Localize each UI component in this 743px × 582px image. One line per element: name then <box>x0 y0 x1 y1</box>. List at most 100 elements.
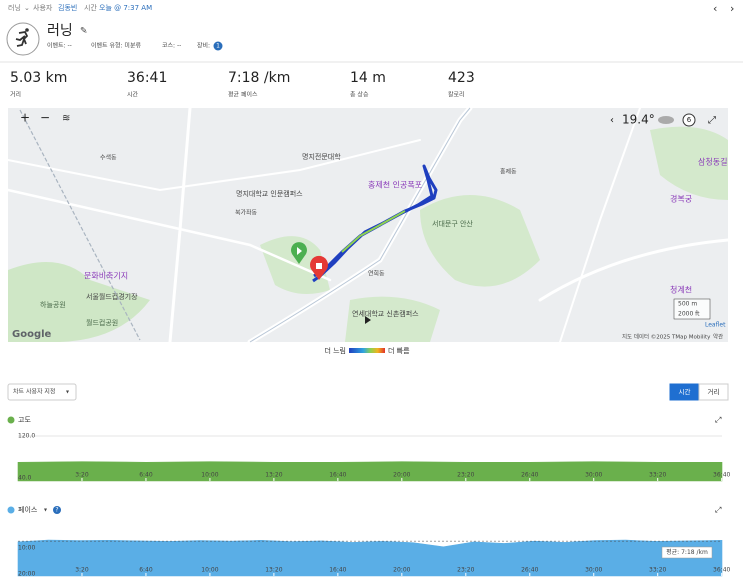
temperature: 19.4° <box>622 113 655 127</box>
place: 하늘공원 <box>40 300 66 309</box>
rail <box>19 109 141 341</box>
stat-label: 거리 <box>10 91 21 99</box>
place: 홍제동 <box>500 168 517 176</box>
place: 서울월드컵경기장 <box>86 292 138 301</box>
scale-box <box>673 298 711 320</box>
average-label: 평균: 7:18 /km <box>666 548 708 556</box>
google-logo: Google <box>12 329 52 340</box>
y-tick-label: 20:00 <box>18 571 35 578</box>
x-tick-label: 6:40 <box>139 472 153 479</box>
end-icon <box>316 263 322 269</box>
attribution: 지도 데이터 ©2025 TMap Mobility <box>622 333 711 341</box>
x-tick-label: 33:20 <box>649 567 666 574</box>
map: 명지전문대학 명지대학교 인문캠퍼스 홍제천 인공폭포 서대문구 안산 문화비축… <box>6 105 730 345</box>
x-tick-label: 13:20 <box>265 567 282 574</box>
x-tick-label: 36:40 <box>713 472 730 479</box>
title[interactable]: 러닝 <box>47 23 73 39</box>
place: 경복궁 <box>670 194 692 204</box>
gear-badge[interactable] <box>213 41 223 51</box>
y-tick-label: 40.0 <box>18 475 32 482</box>
zoom-out[interactable]: − <box>40 111 50 125</box>
help-mark: ? <box>55 507 58 514</box>
x-tick-label: 23:20 <box>457 567 474 574</box>
event-type[interactable]: 이벤트 유형: 미분류 <box>91 42 141 50</box>
park <box>345 296 440 342</box>
stat-label: 평균 페이스 <box>228 91 258 99</box>
fullscreen[interactable]: ⤢ <box>708 115 716 126</box>
x-tick-label: 26:40 <box>521 472 538 479</box>
road <box>7 139 421 192</box>
toggle-label: 거리 <box>708 387 720 396</box>
gear-label: 장비: <box>197 42 210 50</box>
start-icon <box>297 247 302 255</box>
legend-slower: 더 느림 <box>324 346 346 355</box>
edit-icon[interactable]: ✎ <box>80 27 88 37</box>
toggle-label: 시간 <box>679 387 691 396</box>
map-legend: 더 느림 더 빠름 <box>324 346 410 355</box>
layers[interactable]: ≋ <box>62 113 70 124</box>
stat-label: 칼로리 <box>448 91 465 99</box>
park <box>420 195 540 287</box>
top-bar: 러닝 ⌄ 사용자 김동빈 시간 오늘 @ 7:37 AM ‹ › <box>8 2 734 15</box>
course[interactable]: 코스: -- <box>162 43 181 50</box>
place: 홍제천 인공폭포 <box>368 180 422 190</box>
caret: ▾ <box>44 507 47 514</box>
road <box>559 107 641 343</box>
place: 서대문구 안산 <box>432 219 473 228</box>
place: 월드컵공원 <box>86 318 118 327</box>
place: 명지전문대학 <box>302 152 341 161</box>
place: 문화비축기지 <box>84 272 128 281</box>
next[interactable]: › <box>730 2 734 15</box>
stat-value: 36:41 <box>127 70 167 86</box>
x-tick-label: 20:00 <box>393 567 410 574</box>
y-tick-label: 10:00 <box>18 545 35 552</box>
terms[interactable]: 약관 <box>713 333 723 341</box>
x-tick-label: 3:20 <box>75 567 89 574</box>
park <box>650 126 728 200</box>
x-tick-label: 30:00 <box>585 472 602 479</box>
zoom-in[interactable]: + <box>20 111 30 125</box>
x-tick-label: 23:20 <box>457 472 474 479</box>
series-dot <box>7 506 15 514</box>
place: 청계천 <box>670 285 692 295</box>
leaflet[interactable]: Leaflet <box>705 322 726 329</box>
help[interactable] <box>53 506 61 514</box>
caret: ⌄ <box>24 4 30 12</box>
stat-value: 5.03 km <box>10 70 67 86</box>
chart-controls: 차트 사용자 지정 ▾ 시간 거리 <box>7 383 729 401</box>
weather-prev[interactable]: ‹ <box>610 115 614 126</box>
x-tick-label: 30:00 <box>585 567 602 574</box>
x-tick-label: 10:00 <box>201 567 218 574</box>
x-tick-label: 6:40 <box>139 567 153 574</box>
activity-icon <box>6 22 40 56</box>
legend-faster: 더 빠름 <box>388 346 410 355</box>
road <box>249 107 471 343</box>
wind: 6 <box>687 116 692 124</box>
event[interactable]: 이벤트: -- <box>47 42 72 50</box>
series-dot <box>7 416 15 424</box>
expand[interactable]: ⤢ <box>714 416 721 425</box>
toggle-button[interactable] <box>698 383 729 401</box>
activity-type[interactable]: 러닝 <box>8 3 21 12</box>
x-tick-label: 36:40 <box>713 567 730 574</box>
user-label: 사용자 <box>33 3 53 12</box>
gear-count: 1 <box>216 43 220 50</box>
play[interactable] <box>365 316 371 324</box>
cloud-icon <box>658 116 674 124</box>
expand[interactable]: ⤢ <box>714 506 721 515</box>
time-label: 시간 <box>84 3 97 12</box>
x-tick-label: 16:40 <box>329 567 346 574</box>
place: 연희동 <box>368 270 385 278</box>
user[interactable]: 김동빈 <box>58 3 77 12</box>
average-box <box>661 546 713 559</box>
header: 러닝 ✎ 이벤트: -- 이벤트 유형: 미분류 코스: -- 장비: 1 <box>0 22 743 63</box>
place: 북가좌동 <box>235 209 258 217</box>
legend-gradient <box>349 348 385 353</box>
stat-value: 7:18 /km <box>228 70 290 86</box>
stats: 5.03 km 거리 36:41 시간 7:18 /km 평균 페이스 14 m 총 상승 42… <box>10 70 475 99</box>
prev[interactable]: ‹ <box>713 2 717 15</box>
time[interactable]: 오늘 @ 7:37 AM <box>99 4 152 12</box>
x-tick-label: 13:20 <box>265 472 282 479</box>
stat-label: 시간 <box>127 91 139 99</box>
customize-button[interactable] <box>7 383 77 401</box>
